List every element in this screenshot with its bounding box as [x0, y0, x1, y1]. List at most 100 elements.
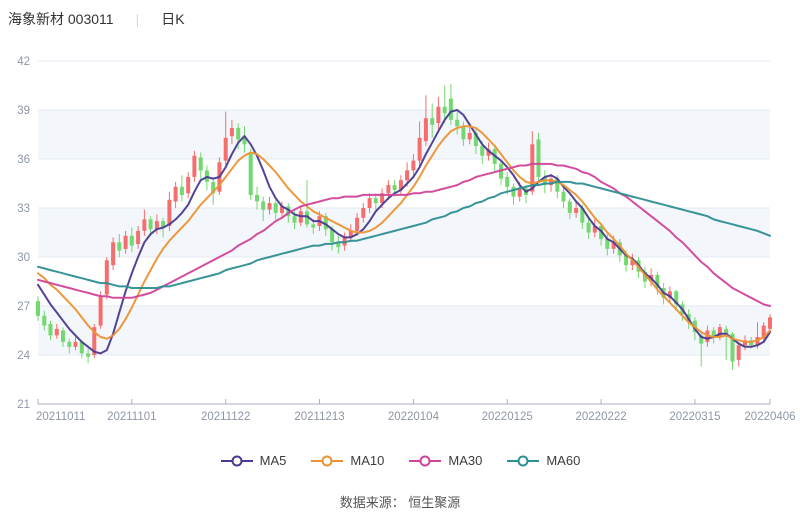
- candle: [473, 132, 478, 146]
- candle: [373, 198, 378, 204]
- candle: [455, 119, 460, 127]
- candle: [392, 185, 397, 190]
- candle: [380, 193, 385, 204]
- y-tick-label: 21: [17, 399, 30, 411]
- ma5-line: [37, 109, 771, 355]
- candle: [292, 216, 297, 223]
- candle: [123, 235, 128, 249]
- candle: [286, 206, 291, 217]
- candle: [630, 260, 635, 266]
- candle: [480, 145, 485, 156]
- legend-marker-icon: [311, 455, 344, 466]
- candle: [142, 219, 147, 231]
- candle: [154, 221, 159, 230]
- candle: [730, 333, 735, 362]
- ma60-line: [37, 180, 771, 289]
- candle: [229, 128, 234, 137]
- kline-chart[interactable]: 21 24 27 30 33 36 39 42 20211011 20211101 20211122…: [0, 0, 800, 440]
- y-tick-label: 33: [17, 203, 30, 215]
- candle: [148, 219, 153, 230]
- price-band: [38, 306, 770, 355]
- legend-label: MA30: [448, 453, 483, 468]
- y-tick-label: 36: [17, 154, 30, 166]
- candle: [405, 170, 410, 181]
- candle: [273, 203, 278, 213]
- candle: [674, 291, 679, 305]
- candle: [711, 330, 716, 337]
- price-bands: [38, 110, 770, 355]
- candle: [242, 137, 247, 145]
- y-tick-label: 27: [17, 301, 30, 313]
- data-source-note: 数据来源： 恒生聚源: [339, 495, 461, 510]
- legend-label: MA10: [350, 453, 385, 468]
- candle: [461, 126, 466, 140]
- legend-marker-icon: [409, 455, 442, 466]
- legend-item-ma60[interactable]: MA60: [506, 453, 580, 468]
- candle: [386, 185, 391, 194]
- candle: [736, 345, 741, 360]
- x-tick-label: 20211122: [201, 411, 250, 423]
- candle: [111, 242, 116, 266]
- candle: [179, 186, 184, 195]
- candle: [442, 106, 447, 114]
- legend-item-ma10[interactable]: MA10: [310, 453, 384, 468]
- x-tick-label: 20220406: [744, 411, 795, 423]
- candle: [517, 188, 522, 197]
- candle: [555, 178, 560, 192]
- candle: [549, 178, 553, 186]
- x-tick-label: 20220125: [482, 411, 533, 423]
- period-label[interactable]: 日K: [161, 11, 185, 27]
- candle: [530, 144, 535, 192]
- candle: [505, 177, 510, 187]
- candle: [186, 177, 191, 194]
- candle: [104, 260, 109, 295]
- candle: [355, 217, 360, 231]
- candle: [223, 137, 228, 161]
- legend-item-ma30[interactable]: MA30: [408, 453, 482, 468]
- ma10-line: [37, 125, 771, 343]
- candle: [599, 226, 604, 240]
- price-band: [38, 110, 770, 159]
- candle: [448, 98, 453, 120]
- candle: [586, 222, 591, 233]
- candle: [173, 186, 178, 202]
- legend-marker-icon: [220, 455, 253, 466]
- x-tick-label: 20211101: [107, 411, 156, 423]
- y-tick-label: 39: [17, 105, 30, 117]
- candle: [236, 128, 241, 140]
- stock-title: 海象新材 003011: [8, 11, 114, 27]
- candle: [211, 181, 216, 194]
- candle: [417, 137, 422, 161]
- price-band: [38, 208, 770, 257]
- legend-item-ma5[interactable]: MA5: [220, 453, 286, 468]
- candle: [129, 235, 134, 246]
- candle: [336, 242, 341, 248]
- candle: [54, 328, 59, 336]
- candle: [605, 239, 610, 249]
- candle: [98, 296, 103, 326]
- candle: [398, 180, 403, 190]
- chart-header: 海象新材 003011 | 日K: [8, 9, 185, 29]
- candle: [436, 106, 441, 123]
- candle: [261, 201, 266, 210]
- x-tick-label: 20220104: [388, 411, 440, 423]
- legend-label: MA60: [546, 453, 581, 468]
- candle: [42, 315, 47, 326]
- candle: [348, 230, 353, 238]
- y-axis-labels: 21 24 27 30 33 36 39 42: [17, 56, 30, 411]
- candle: [467, 132, 472, 140]
- candle: [311, 224, 316, 228]
- candle: [580, 208, 585, 223]
- candle: [511, 186, 516, 197]
- y-tick-label: 30: [17, 252, 30, 264]
- candle: [574, 208, 579, 213]
- candle: [92, 327, 97, 355]
- chart-legend: MA5 MA10 MA30 MA60: [0, 453, 800, 468]
- candle: [161, 221, 166, 228]
- candle: [768, 317, 772, 329]
- candle: [761, 325, 766, 339]
- candle: [67, 341, 72, 347]
- candle: [136, 230, 141, 244]
- candle: [642, 271, 647, 282]
- candle: [367, 198, 372, 208]
